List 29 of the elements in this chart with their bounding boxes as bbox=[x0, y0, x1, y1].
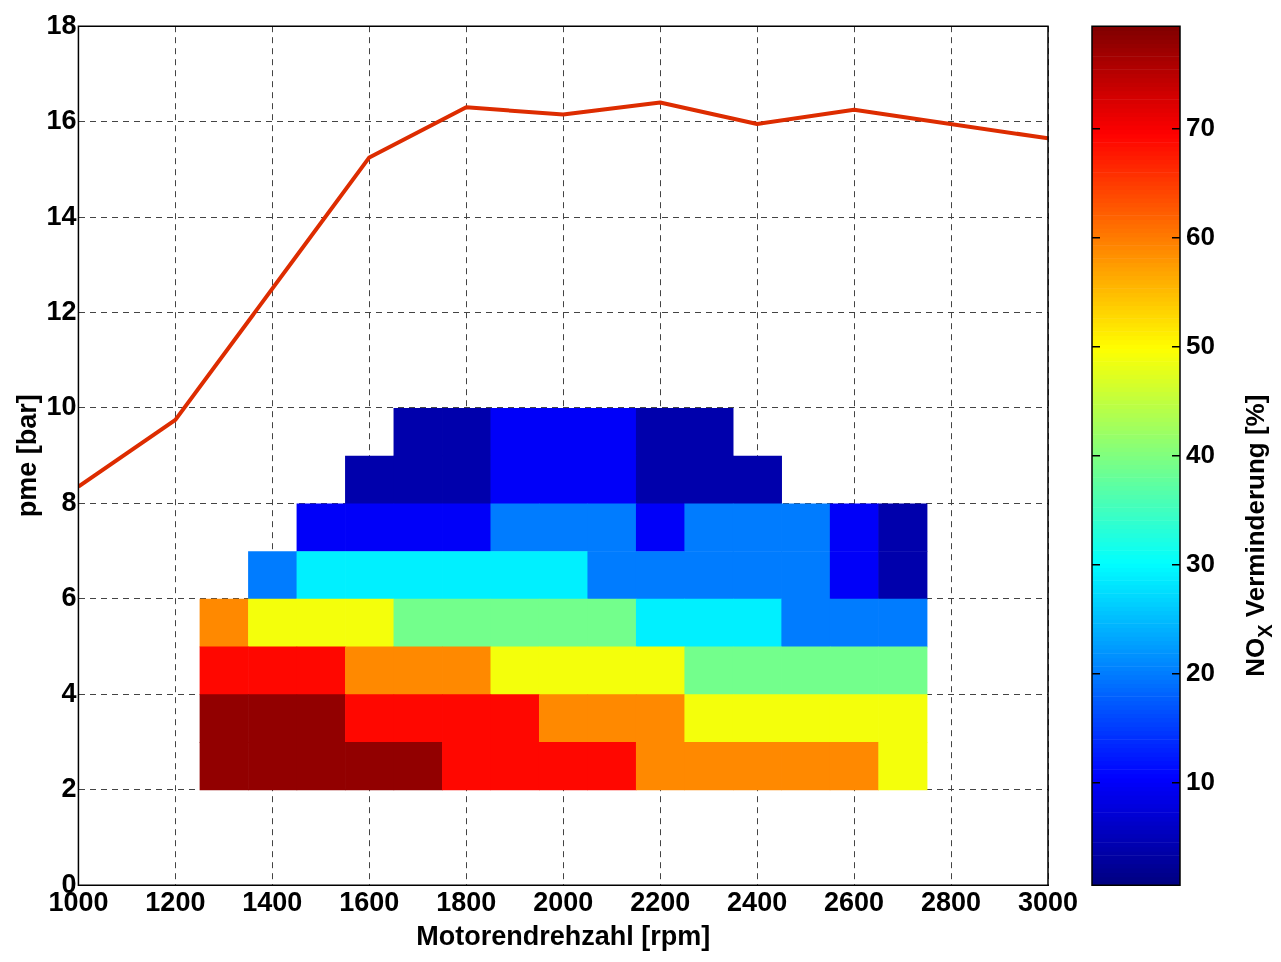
x-tick-label: 2400 bbox=[727, 886, 788, 917]
y-tick-label: 12 bbox=[46, 295, 77, 326]
x-tick-label: 1200 bbox=[145, 886, 206, 917]
color-bar-title: NOX Verminderung [%] bbox=[1240, 394, 1276, 677]
x-tick-label: 1400 bbox=[242, 886, 303, 917]
y-tick-label: 16 bbox=[46, 105, 77, 136]
y-axis-title: pme [bar] bbox=[11, 394, 42, 518]
x-tick-label: 2200 bbox=[630, 886, 691, 917]
x-tick-label: 2800 bbox=[921, 886, 982, 917]
x-tick-label: 1600 bbox=[339, 886, 400, 917]
color-bar-label: 10 bbox=[1186, 765, 1215, 796]
y-tick-label: 18 bbox=[46, 9, 77, 40]
color-bar-label: 70 bbox=[1186, 111, 1215, 142]
y-tick-label: 14 bbox=[46, 200, 77, 231]
y-tick-label: 6 bbox=[61, 582, 77, 613]
x-tick-label: 2600 bbox=[824, 886, 885, 917]
color-bar-label: 20 bbox=[1186, 656, 1215, 687]
x-tick-label: 2000 bbox=[533, 886, 594, 917]
y-tick-label: 10 bbox=[46, 391, 77, 422]
color-bar-label: 50 bbox=[1186, 329, 1215, 360]
y-tick-label: 4 bbox=[61, 677, 77, 708]
x-axis-title: Motorendrehzahl [rpm] bbox=[416, 921, 711, 952]
x-tick-label: 3000 bbox=[1017, 886, 1079, 917]
y-tick-label: 8 bbox=[61, 486, 77, 517]
color-bar-label: 30 bbox=[1186, 547, 1215, 578]
color-bar-label: 40 bbox=[1186, 438, 1215, 469]
color-bar-label: 60 bbox=[1186, 220, 1215, 251]
y-tick-label: 2 bbox=[61, 773, 77, 804]
x-tick-label: 1800 bbox=[436, 886, 497, 917]
